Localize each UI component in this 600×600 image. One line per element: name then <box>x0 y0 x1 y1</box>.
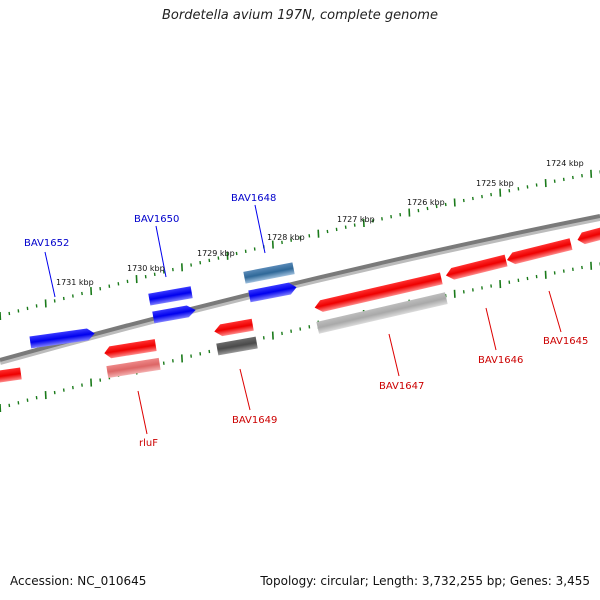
genome-summary-text: Topology: circular; Length: 3,732,255 bp… <box>260 574 590 588</box>
gene-label-BAV1650[interactable]: BAV1650 <box>134 214 179 225</box>
gene-BAV1645[interactable] <box>506 238 573 266</box>
gene-label-BAV1645[interactable]: BAV1645 <box>543 336 588 347</box>
tick-label-1727: 1727 kbp <box>337 215 375 224</box>
gene-BAV1650-b[interactable] <box>152 304 196 324</box>
tick-label-1729: 1729 kbp <box>197 249 235 258</box>
gene-BAV1646[interactable] <box>444 254 508 282</box>
tick-label-1726: 1726 kbp <box>407 198 445 207</box>
gene-BAV1648-a[interactable] <box>243 262 295 284</box>
leader-BAV1652 <box>44 251 56 298</box>
leader-BAV1645 <box>548 290 562 333</box>
leader-BAV1650 <box>155 225 167 278</box>
gene-BAV1648-b[interactable] <box>248 281 297 303</box>
gene-BAV1647[interactable] <box>313 272 443 314</box>
leader-BAV1646 <box>485 307 497 351</box>
gene-BAV1649-rna[interactable] <box>216 336 258 356</box>
accession-text: Accession: NC_010645 <box>10 574 147 588</box>
tick-label-1731: 1731 kbp <box>56 278 94 287</box>
tick-label-1730: 1730 kbp <box>127 264 165 273</box>
tick-label-1725: 1725 kbp <box>476 179 514 188</box>
upper-tick-ring <box>0 169 600 321</box>
gene-label-BAV1647[interactable]: BAV1647 <box>379 381 424 392</box>
map-title: Bordetella avium 197N, complete genome <box>162 8 438 23</box>
gene-label-rluF[interactable]: rluF <box>139 438 158 449</box>
gene-label-BAV1649[interactable]: BAV1649 <box>232 415 277 426</box>
leader-BAV1648 <box>254 204 266 254</box>
gene-label-BAV1652[interactable]: BAV1652 <box>24 238 69 249</box>
gene-label-BAV1648[interactable]: BAV1648 <box>231 193 276 204</box>
gene-rluF[interactable] <box>103 339 157 359</box>
gene-BAV1647-rna[interactable] <box>316 292 448 334</box>
tick-label-1724: 1724 kbp <box>546 159 584 168</box>
leader-BAV1647 <box>388 333 400 377</box>
leader-BAV1649 <box>239 368 251 411</box>
gene-label-BAV1646[interactable]: BAV1646 <box>478 355 523 366</box>
gene-BAV1652[interactable] <box>29 327 95 349</box>
gene-BAV1650-a[interactable] <box>148 286 193 306</box>
leader-rluF <box>137 390 148 435</box>
gene-left-edge[interactable] <box>0 367 22 386</box>
tick-label-1728: 1728 kbp <box>267 233 305 242</box>
gene-right-edge[interactable] <box>576 225 600 246</box>
gene-BAV1649[interactable] <box>213 318 254 338</box>
gene-rluF-rna[interactable] <box>106 357 161 378</box>
